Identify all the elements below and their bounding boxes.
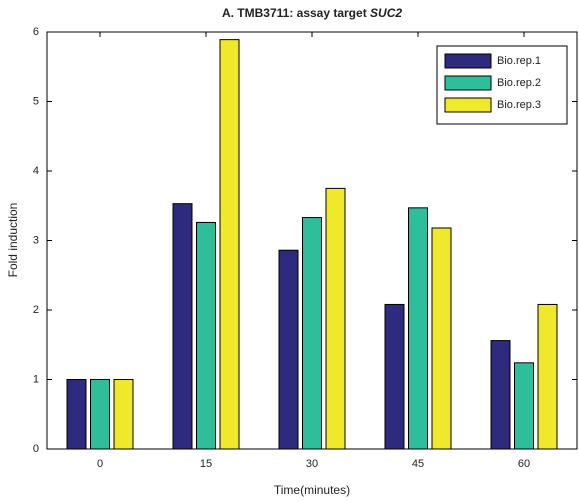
bar [537,303,558,450]
bar [490,340,511,450]
y-tick-label: 0 [33,443,39,455]
bar [325,187,346,450]
bar [408,207,428,450]
legend-swatch [444,75,492,91]
y-tick-label: 4 [33,165,39,177]
legend-swatch [444,97,492,113]
bar [514,362,534,450]
bar [219,39,240,450]
bar [172,203,193,450]
legend-label: Bio.rep.1 [497,55,541,67]
bar [90,379,110,450]
legend-label: Bio.rep.3 [497,99,541,111]
y-axis-label: Fold induction [6,203,20,278]
legend-swatch [444,53,492,69]
x-tick-label: 30 [306,458,318,470]
bar [431,227,452,450]
bar [278,249,299,450]
x-tick-label: 0 [97,458,103,470]
y-tick-label: 3 [33,234,39,246]
x-tick-label: 60 [518,458,530,470]
y-tick-label: 5 [33,95,39,107]
bar [196,221,216,450]
legend-label: Bio.rep.2 [497,77,541,89]
chart-title: A. TMB3711: assay target SUC2 [222,6,402,20]
bar [113,379,134,450]
x-axis-label: Time(minutes) [274,483,350,497]
bar [384,303,405,450]
bar [66,379,87,450]
y-tick-label: 2 [33,304,39,316]
legend: Bio.rep.1 Bio.rep.2 Bio.rep.3 [436,45,568,125]
x-tick-label: 45 [412,458,424,470]
y-tick-label: 1 [33,373,39,385]
x-tick-label: 15 [200,458,212,470]
y-tick-label: 6 [33,26,39,38]
bar [302,217,322,450]
